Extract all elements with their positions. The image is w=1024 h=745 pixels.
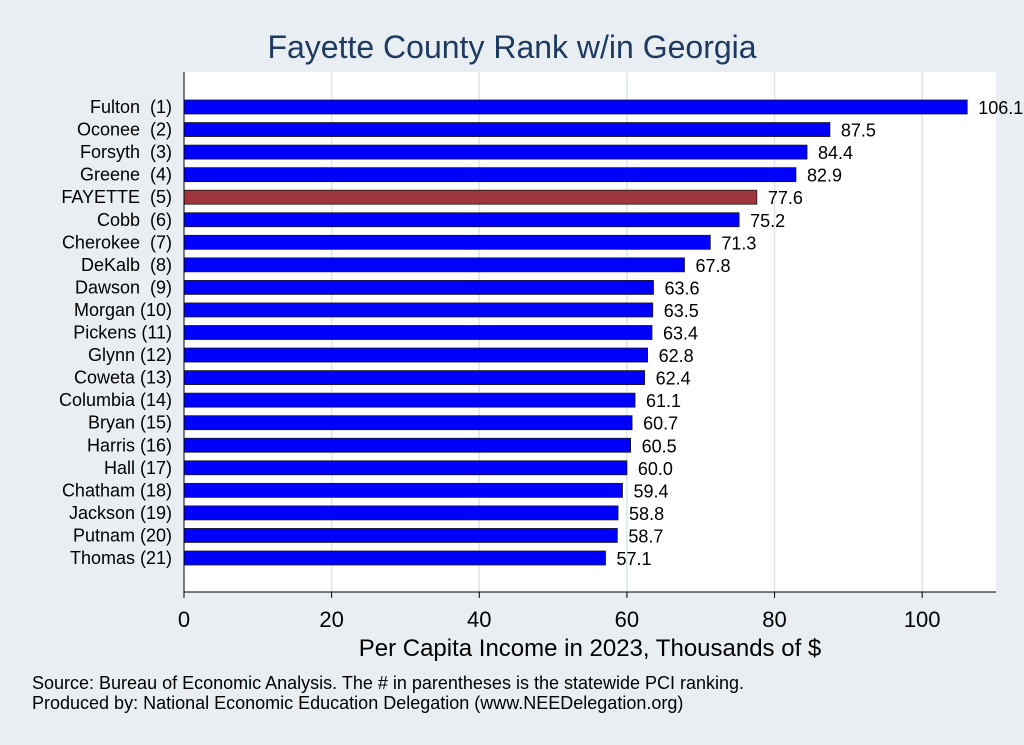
category-label: Oconee (2)	[77, 120, 172, 140]
category-label: FAYETTE (5)	[61, 187, 172, 207]
bar	[183, 528, 618, 543]
bar	[183, 482, 623, 498]
bar	[183, 415, 633, 431]
value-label: 60.7	[643, 414, 678, 434]
x-axis-title: Per Capita Income in 2023, Thousands of …	[359, 635, 822, 662]
bar	[183, 302, 654, 318]
value-label: 57.1	[617, 549, 652, 569]
bar	[183, 189, 758, 205]
chart-title: Fayette County Rank w/in Georgia	[267, 29, 756, 65]
x-tick-label: 40	[467, 607, 491, 632]
value-label: 59.4	[633, 481, 668, 501]
category-label: Bryan (15)	[88, 413, 172, 433]
value-labels: 106.1 87.584.4 82.977.6 75.271.3 67.863.6 63.…	[617, 98, 1024, 569]
value-label: 62.8	[659, 346, 694, 366]
value-label: 60.0	[638, 459, 673, 479]
category-label: Glynn (12)	[88, 345, 172, 365]
value-label: 63.5	[664, 301, 699, 321]
bar	[183, 460, 628, 476]
x-tick-label: 60	[615, 607, 639, 632]
value-label: 75.2	[750, 211, 785, 231]
value-label: 87.5	[841, 121, 876, 141]
category-label: Coweta (13)	[74, 368, 172, 388]
value-label: 60.5	[642, 436, 677, 456]
category-label: Putnam (20)	[73, 525, 172, 545]
bar	[183, 279, 654, 295]
value-label: 63.4	[663, 324, 698, 344]
category-label: Fulton (1)	[90, 97, 172, 117]
bar	[183, 144, 808, 160]
bar	[183, 257, 685, 273]
value-label: 58.8	[629, 504, 664, 524]
value-label: 82.9	[807, 166, 842, 186]
category-label: Dawson (9)	[75, 277, 172, 297]
value-label: 84.4	[818, 143, 853, 163]
bar	[183, 392, 636, 408]
source-note: Source: Bureau of Economic Analysis. The…	[32, 673, 744, 693]
category-label: DeKalb (8)	[81, 255, 172, 275]
bar	[183, 550, 606, 566]
x-axis-ticks: 0 20 40 60 80 100	[178, 592, 941, 632]
bar	[183, 505, 619, 521]
category-label: Chatham (18)	[62, 480, 172, 500]
x-tick-label: 80	[762, 607, 786, 632]
bar	[183, 437, 632, 453]
bar	[183, 347, 648, 363]
bar	[183, 167, 797, 183]
bars	[183, 99, 968, 566]
value-label: 106.1	[978, 98, 1023, 118]
x-tick-label: 100	[904, 607, 941, 632]
producer-note: Produced by: National Economic Education…	[32, 693, 683, 713]
category-label: Greene (4)	[80, 165, 172, 185]
category-label: Forsyth (3)	[80, 142, 172, 162]
value-label: 67.8	[695, 256, 730, 276]
x-tick-label: 0	[178, 607, 190, 632]
bar	[183, 122, 831, 137]
category-label: Hall (17)	[104, 458, 172, 478]
bar	[183, 325, 653, 340]
category-label: Jackson (19)	[69, 503, 172, 523]
category-label: Columbia (14)	[59, 390, 172, 410]
value-label: 62.4	[656, 369, 691, 389]
value-label: 71.3	[721, 233, 756, 253]
bar	[183, 99, 968, 115]
value-label: 61.1	[646, 391, 681, 411]
x-tick-label: 20	[319, 607, 343, 632]
value-label: 63.6	[664, 278, 699, 298]
category-labels: Fulton (1) Oconee (2)Forsyth (3) Greene (4…	[59, 97, 172, 568]
value-label: 77.6	[768, 188, 803, 208]
bar	[183, 234, 711, 250]
category-label: Thomas (21)	[70, 548, 172, 568]
category-label: Morgan (10)	[74, 300, 172, 320]
category-label: Harris (16)	[87, 435, 172, 455]
category-label: Cherokee (7)	[62, 232, 172, 252]
bar	[183, 212, 740, 228]
category-label: Cobb (6)	[97, 210, 172, 230]
category-label: Pickens (11)	[73, 323, 172, 343]
value-label: 58.7	[628, 526, 663, 546]
bar	[183, 370, 646, 386]
